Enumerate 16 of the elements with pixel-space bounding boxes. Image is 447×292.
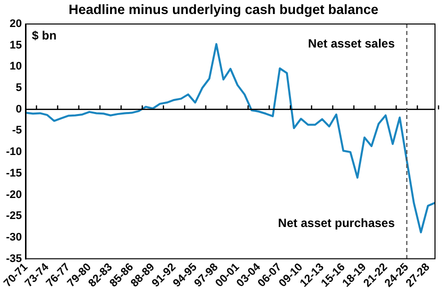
y-tick-label: -10 — [6, 146, 22, 158]
y-tick-label: -25 — [6, 210, 22, 222]
y-tick-label: -20 — [6, 188, 22, 201]
y-tick-label: -15 — [6, 167, 22, 180]
y-tick-label: 20 — [10, 18, 22, 30]
y-tick-label: -5 — [12, 124, 22, 137]
y-tick-label: 10 — [10, 60, 22, 73]
annotation: Net asset sales — [308, 36, 396, 50]
y-tick-label: 0 — [16, 103, 22, 116]
y-tick-label: -30 — [6, 231, 22, 244]
y-tick-label: -35 — [6, 252, 22, 265]
annotation: Net asset purchases — [278, 216, 396, 230]
y-tick-label: 15 — [10, 39, 22, 52]
y-axis-title: $ bn — [32, 28, 57, 42]
y-tick-label: 5 — [16, 82, 22, 94]
chart-title: Headline minus underlying cash budget balance — [68, 2, 380, 17]
